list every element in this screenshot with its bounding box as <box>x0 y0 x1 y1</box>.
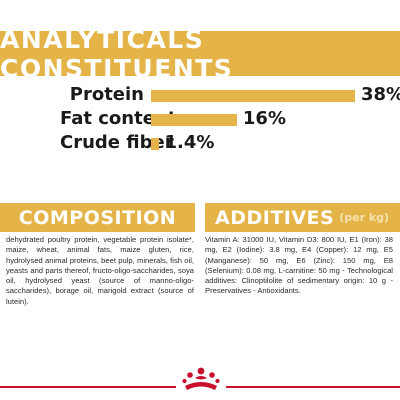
analytics-label: Protein <box>69 84 144 105</box>
analytics-label: Crude fiber <box>60 132 174 153</box>
analytics-title: ANALYTICALS CONSTITUENTS <box>0 24 234 83</box>
analytics-bar <box>151 138 159 150</box>
royal-canin-crown-icon <box>176 360 226 400</box>
analytics-label: Fat content <box>60 108 177 129</box>
composition-title: COMPOSITION <box>18 206 177 229</box>
analytics-table: Protein 38% Fat content 16% Crude fiber … <box>60 82 400 162</box>
additives-title: ADDITIVES <box>215 206 335 229</box>
analytics-value: 1.4% <box>164 132 215 153</box>
analytics-bar <box>151 90 355 102</box>
additives-header: ADDITIVES (per kg) <box>205 203 400 232</box>
analytics-banner: ANALYTICALS CONSTITUENTS <box>0 25 400 83</box>
composition-header: COMPOSITION <box>0 203 195 232</box>
additives-unit: (per kg) <box>339 211 390 224</box>
analytics-bar <box>151 114 237 126</box>
analytics-value: 16% <box>242 108 286 129</box>
analytics-value: 38% <box>361 84 400 105</box>
additives-text: Vitamin A: 31000 IU, Vitamin D3: 800 IU,… <box>205 235 393 296</box>
composition-text: dehydrated poultry protein, vegetable pr… <box>6 235 194 306</box>
